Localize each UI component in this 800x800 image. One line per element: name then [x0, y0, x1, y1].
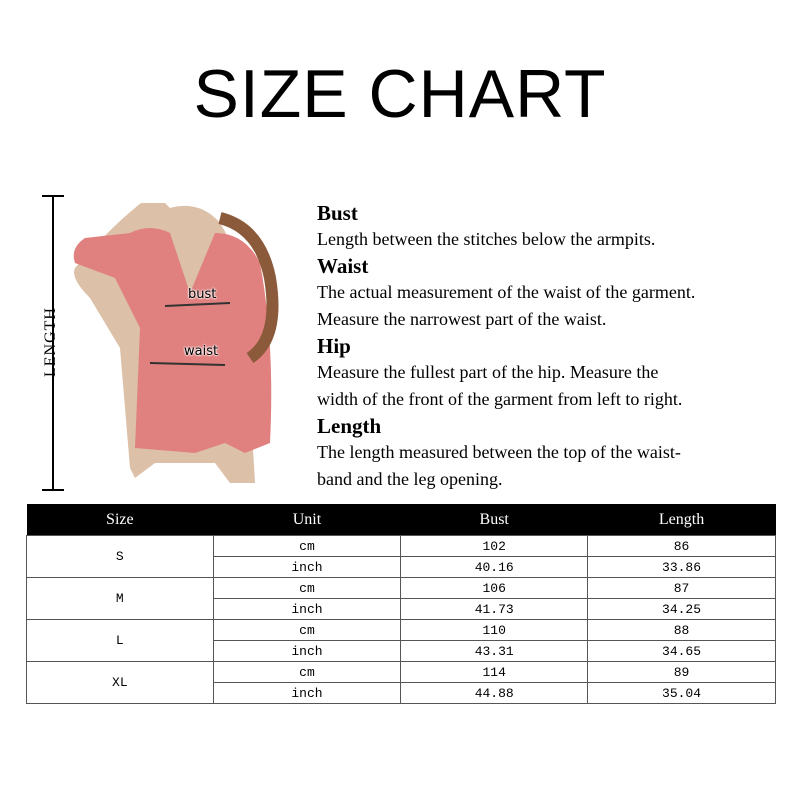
length-cell: 88 — [587, 619, 776, 641]
header-size: Size — [26, 504, 214, 536]
robe-shape — [73, 228, 272, 453]
bust-cell: 43.31 — [400, 640, 589, 662]
measurement-descriptions: Bust Length between the stitches below t… — [317, 200, 787, 493]
size-cell: M — [26, 577, 214, 620]
unit-cell: inch — [212, 598, 402, 620]
bust-cell: 40.16 — [400, 556, 589, 578]
page-title: SIZE CHART — [193, 56, 607, 132]
waist-text: The actual measurement of the waist of t… — [317, 282, 696, 302]
length-cell: 86 — [587, 535, 776, 557]
bust-cell: 110 — [400, 619, 589, 641]
length-text: band and the leg opening. — [317, 469, 503, 489]
size-cell: XL — [26, 661, 214, 704]
unit-cell: inch — [212, 682, 402, 704]
unit-cell: cm — [212, 535, 402, 557]
unit-cell: cm — [212, 577, 402, 599]
bust-label: bust — [188, 287, 217, 302]
size-cell: S — [26, 535, 214, 578]
waist-heading: Waist — [317, 254, 369, 278]
hip-text: Measure the fullest part of the hip. Mea… — [317, 362, 659, 382]
length-heading: Length — [317, 414, 382, 438]
size-cell: L — [26, 619, 214, 662]
length-text: The length measured between the top of t… — [317, 442, 681, 462]
table-row: XL cm 114 89 — [26, 661, 776, 704]
length-cell: 87 — [587, 577, 776, 599]
table-header: Size Unit Bust Length — [26, 504, 776, 536]
unit-cell: cm — [212, 661, 402, 683]
length-cell: 34.25 — [587, 598, 776, 620]
length-cell: 33.86 — [587, 556, 776, 578]
header-length: Length — [587, 504, 776, 536]
bust-cell: 102 — [400, 535, 589, 557]
bust-text: Length between the stitches below the ar… — [317, 229, 656, 249]
length-label: LENGTH — [41, 307, 59, 377]
length-measure-line: LENGTH — [38, 195, 68, 491]
table-row: inch 43.31 34.65 — [27, 640, 776, 662]
robe-model-image: bust waist — [70, 198, 285, 493]
bust-cell: 106 — [400, 577, 589, 599]
unit-cell: cm — [212, 619, 402, 641]
unit-cell: inch — [212, 556, 402, 578]
header-unit: Unit — [213, 504, 401, 536]
table-row: inch 40.16 33.86 — [27, 556, 776, 578]
length-cell: 35.04 — [587, 682, 776, 704]
hip-heading: Hip — [317, 334, 351, 358]
table-row: inch 44.88 35.04 — [27, 682, 776, 704]
bust-cell: 44.88 — [400, 682, 589, 704]
unit-cell: inch — [212, 640, 402, 662]
header-bust: Bust — [400, 504, 588, 536]
waist-label: waist — [184, 344, 219, 359]
bust-cell: 114 — [400, 661, 589, 683]
length-cell: 89 — [587, 661, 776, 683]
length-cell: 34.65 — [587, 640, 776, 662]
bust-cell: 41.73 — [400, 598, 589, 620]
bust-heading: Bust — [317, 201, 358, 225]
waist-text: Measure the narrowest part of the waist. — [317, 309, 607, 329]
hip-text: width of the front of the garment from l… — [317, 389, 683, 409]
